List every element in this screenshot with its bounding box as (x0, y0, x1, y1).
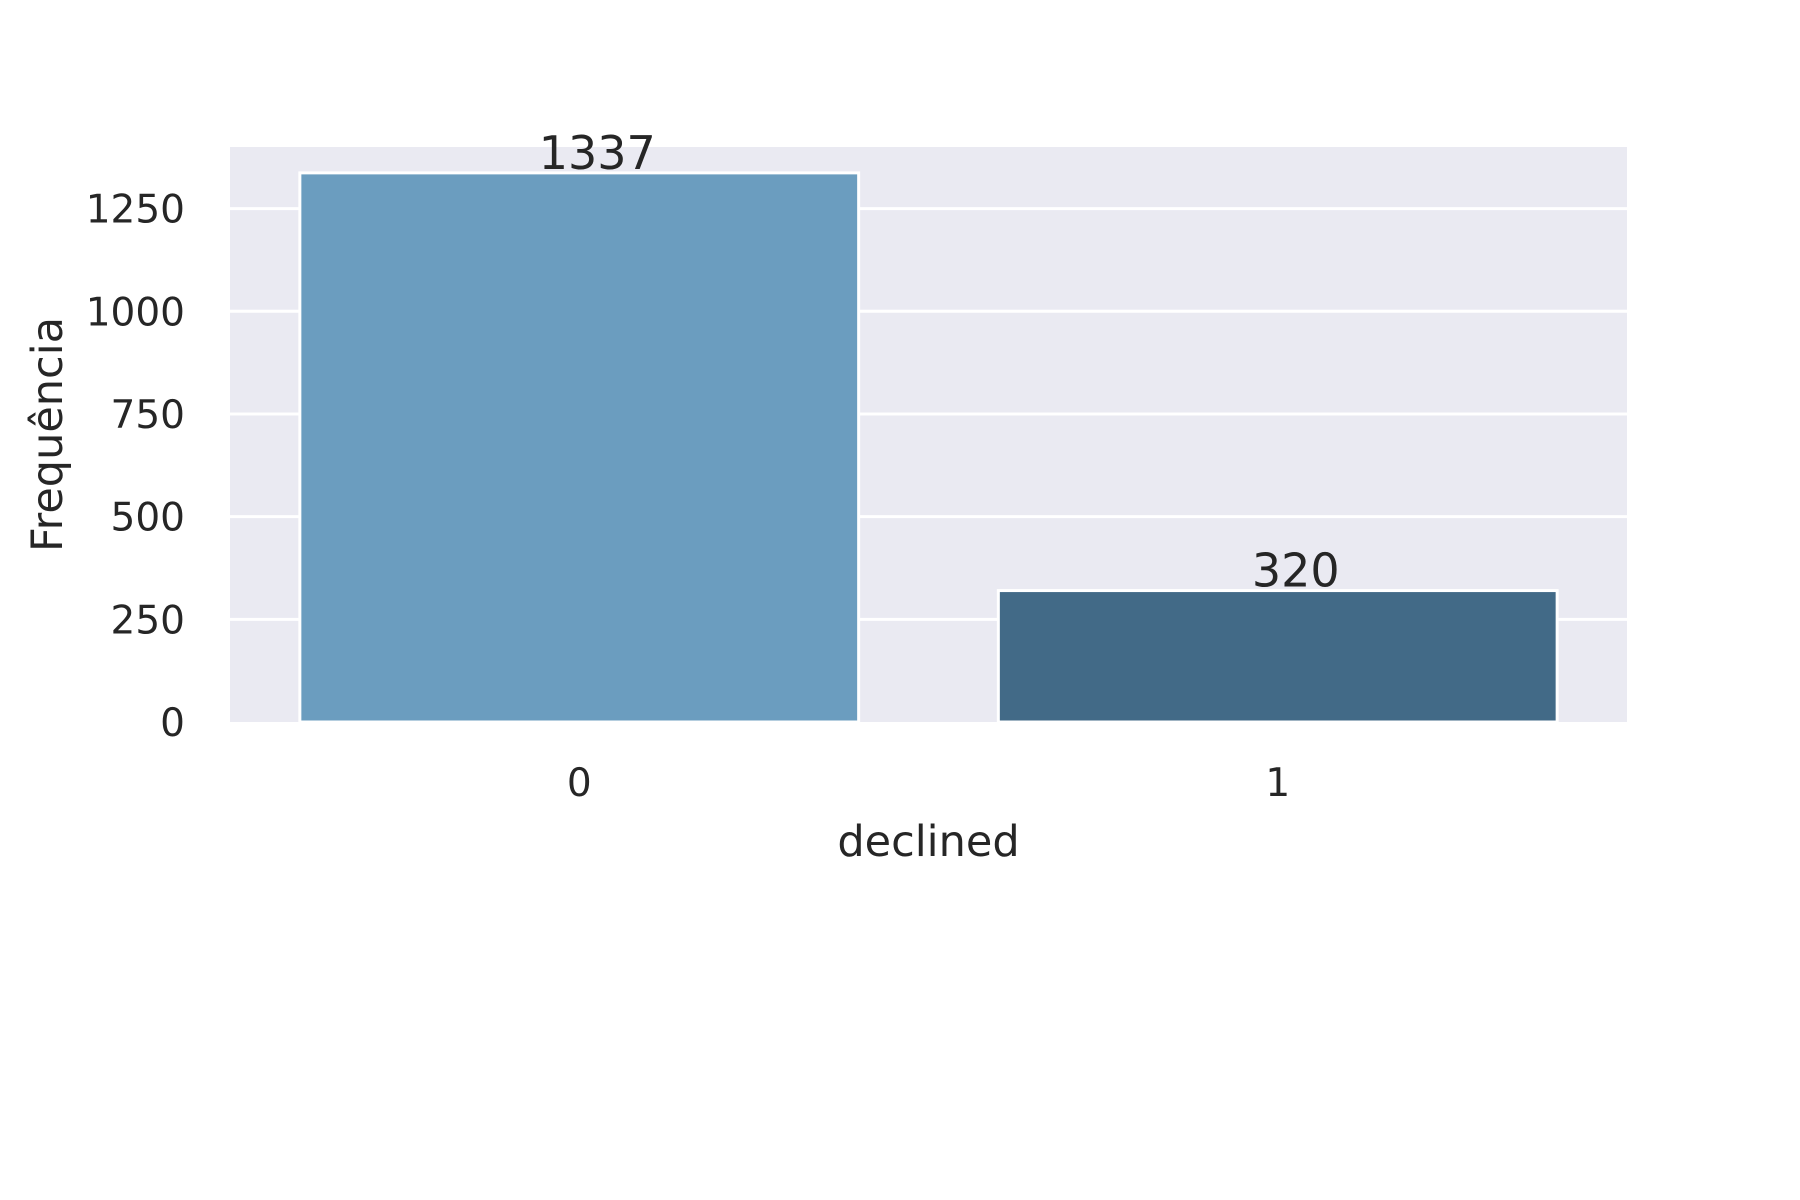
bar-0 (298, 171, 861, 724)
y-tick-label-2: 500 (111, 496, 185, 541)
bar-1 (996, 589, 1559, 724)
y-tick-label-4: 1000 (86, 290, 185, 335)
data-label-0: 1337 (539, 126, 656, 180)
bars (298, 171, 1559, 724)
x-tick-label-0: 0 (567, 761, 592, 806)
y-tick-label-0: 0 (160, 701, 185, 746)
y-tick-label-1: 250 (111, 598, 185, 643)
y-axis-label: Frequência (23, 317, 73, 552)
y-tick-label-5: 1250 (86, 188, 185, 233)
x-axis-label: declined (837, 817, 1019, 867)
y-axis-ticks: 0 250 500 750 1000 1250 (86, 188, 185, 746)
y-tick-label-3: 750 (111, 393, 185, 438)
data-label-1: 320 (1252, 544, 1340, 598)
x-tick-label-1: 1 (1265, 761, 1290, 806)
data-labels: 1337 320 (539, 126, 1340, 598)
